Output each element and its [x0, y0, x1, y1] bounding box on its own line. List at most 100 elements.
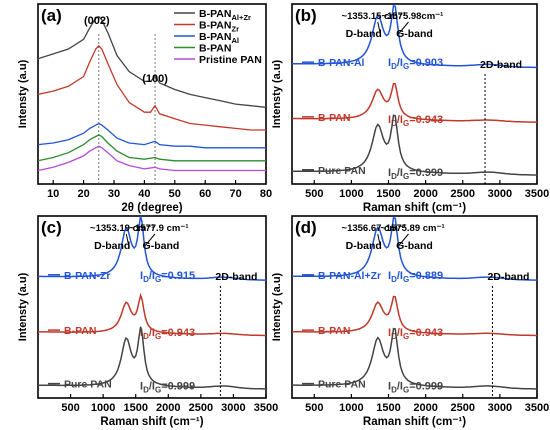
- x-tick-label: 3500: [254, 402, 278, 414]
- legend-label: B-PAN: [199, 43, 231, 55]
- series-line-3: [37, 134, 266, 162]
- x-tick-label: 3000: [488, 188, 512, 200]
- x-tick-label: 1500: [376, 188, 400, 200]
- plot-frame: [291, 215, 538, 399]
- band-label: D-band: [94, 240, 130, 252]
- x-tick-label: 1000: [339, 188, 363, 200]
- series-label: Pure PAN: [64, 379, 112, 391]
- y-axis-label: Intensty (a.u): [271, 272, 283, 341]
- x-axis-label: Raman shift (cm⁻¹): [363, 416, 466, 428]
- series-label: Pure PAN: [318, 379, 366, 391]
- x-tick-label: 40: [138, 188, 150, 200]
- series-line-2: [292, 327, 537, 390]
- legend-label: Pristine PAN: [199, 54, 262, 66]
- x-tick-label: 1500: [376, 402, 400, 414]
- peak-value-label: ~1575.98cm⁻¹: [382, 11, 444, 22]
- panel-a: 10 20 30 40 50 60 70 80 2θ (degree) Intensty (a.u…: [17, 3, 272, 214]
- series-line-0: [37, 15, 267, 108]
- series-line-0: [292, 216, 537, 281]
- x-tick-label: 80: [260, 188, 272, 200]
- x-tick-label: 3500: [525, 188, 549, 200]
- peak-label: (100): [142, 73, 168, 85]
- series-label: B-PAN: [318, 325, 350, 337]
- series-line-1: [38, 292, 266, 337]
- legend-label: B-PANZr: [199, 20, 239, 34]
- peak-value-label: ~1356.67 cm⁻¹: [342, 223, 406, 234]
- plot-frame: [37, 215, 267, 399]
- ratio-label: ID/IG=0.915: [140, 270, 195, 284]
- panel-c: 500 1000 1500 2000 2500 3000 3500 Raman shift (…: [17, 215, 278, 428]
- arrow-line: [398, 21, 409, 35]
- legend-label: B-PANAl: [199, 31, 239, 45]
- series-label: B-PAN-Al+Zr: [318, 270, 381, 282]
- band-label: G-band: [396, 28, 433, 40]
- series-label: B-PAN-Zr: [64, 270, 110, 282]
- x-tick-label: 500: [61, 402, 79, 414]
- x-tick-label: 2500: [451, 188, 475, 200]
- x-tick-label: 20: [77, 188, 89, 200]
- x-tick-label: 60: [199, 188, 211, 200]
- x-tick-label: 500: [305, 188, 323, 200]
- ratio-label: ID/IG=0.943: [140, 327, 195, 341]
- panel-label: (d): [295, 218, 317, 237]
- arrow-line: [398, 233, 409, 247]
- band-label: 2D-band: [215, 271, 257, 283]
- x-tick-label: 2000: [413, 188, 437, 200]
- ratio-label: ID/IG=0.999: [388, 167, 443, 181]
- x-tick-label: 10: [47, 188, 59, 200]
- x-tick-label: 3500: [525, 402, 549, 414]
- band-label: 2D-band: [480, 59, 522, 71]
- x-tick-label: 30: [108, 188, 120, 200]
- series-line-4: [37, 145, 266, 172]
- x-tick-label: 70: [229, 188, 241, 200]
- y-axis-label: Intensty (a.u): [17, 272, 29, 341]
- panel-label: (a): [41, 6, 62, 25]
- ratio-label: ID/IG=0.999: [388, 381, 443, 395]
- x-tick-label: 2500: [451, 402, 475, 414]
- series-label: B-PAN-Al: [318, 57, 365, 69]
- band-label: 2D-band: [487, 271, 529, 283]
- ratio-label: ID/IG=0.943: [388, 327, 443, 341]
- panel-b: 500 1000 1500 2000 2500 3000 3500 Raman shift (…: [271, 3, 549, 214]
- x-tick-label: 1000: [91, 402, 115, 414]
- series-line-2: [292, 114, 537, 176]
- series-line-2: [38, 326, 266, 390]
- arrow-line: [144, 233, 156, 247]
- plot-frame: [291, 3, 538, 185]
- band-label: G-band: [396, 240, 433, 252]
- series-line-1: [37, 44, 266, 131]
- x-tick-label: 2000: [413, 402, 437, 414]
- x-tick-label: 2500: [189, 402, 213, 414]
- x-axis-label: 2θ (degree): [121, 202, 182, 214]
- ratio-label: ID/IG=0.999: [140, 381, 195, 395]
- arrow-line: [125, 233, 130, 249]
- ratio-label: ID/IG=0.943: [388, 114, 443, 128]
- band-label: D-band: [346, 28, 382, 40]
- x-tick-label: 3000: [221, 402, 245, 414]
- series-line-2: [37, 122, 266, 149]
- x-axis-label: Raman shift (cm⁻¹): [363, 202, 466, 214]
- x-tick-label: 1500: [123, 402, 147, 414]
- peak-value-label: ~1575.89 cm⁻¹: [380, 223, 444, 234]
- series-line-1: [292, 295, 537, 337]
- series-line-0: [291, 4, 537, 69]
- arrow-line: [377, 21, 382, 37]
- peak-value-label: ~1353.15 cm⁻¹: [342, 11, 406, 22]
- arrow-line: [377, 233, 382, 249]
- panel-label: (c): [41, 218, 62, 237]
- x-tick-label: 2000: [156, 402, 180, 414]
- x-tick-label: 1000: [339, 402, 363, 414]
- y-axis-label: Intensty (a.u): [17, 59, 29, 128]
- series-line-0: [38, 215, 266, 281]
- band-label: G-band: [143, 240, 180, 252]
- series-line-1: [292, 82, 538, 123]
- x-axis-label: Raman shift (cm⁻¹): [100, 416, 203, 428]
- peak-value-label: ~1577.9 cm⁻¹: [129, 223, 188, 234]
- x-tick-label: 3000: [488, 402, 512, 414]
- series-label: B-PAN: [64, 325, 96, 337]
- y-axis-label: Intensty (a.u): [271, 59, 283, 128]
- peak-value-label: ~1353.19 cm⁻¹: [90, 223, 154, 234]
- x-tick-label: 50: [169, 188, 181, 200]
- series-label: B-PAN: [318, 112, 350, 124]
